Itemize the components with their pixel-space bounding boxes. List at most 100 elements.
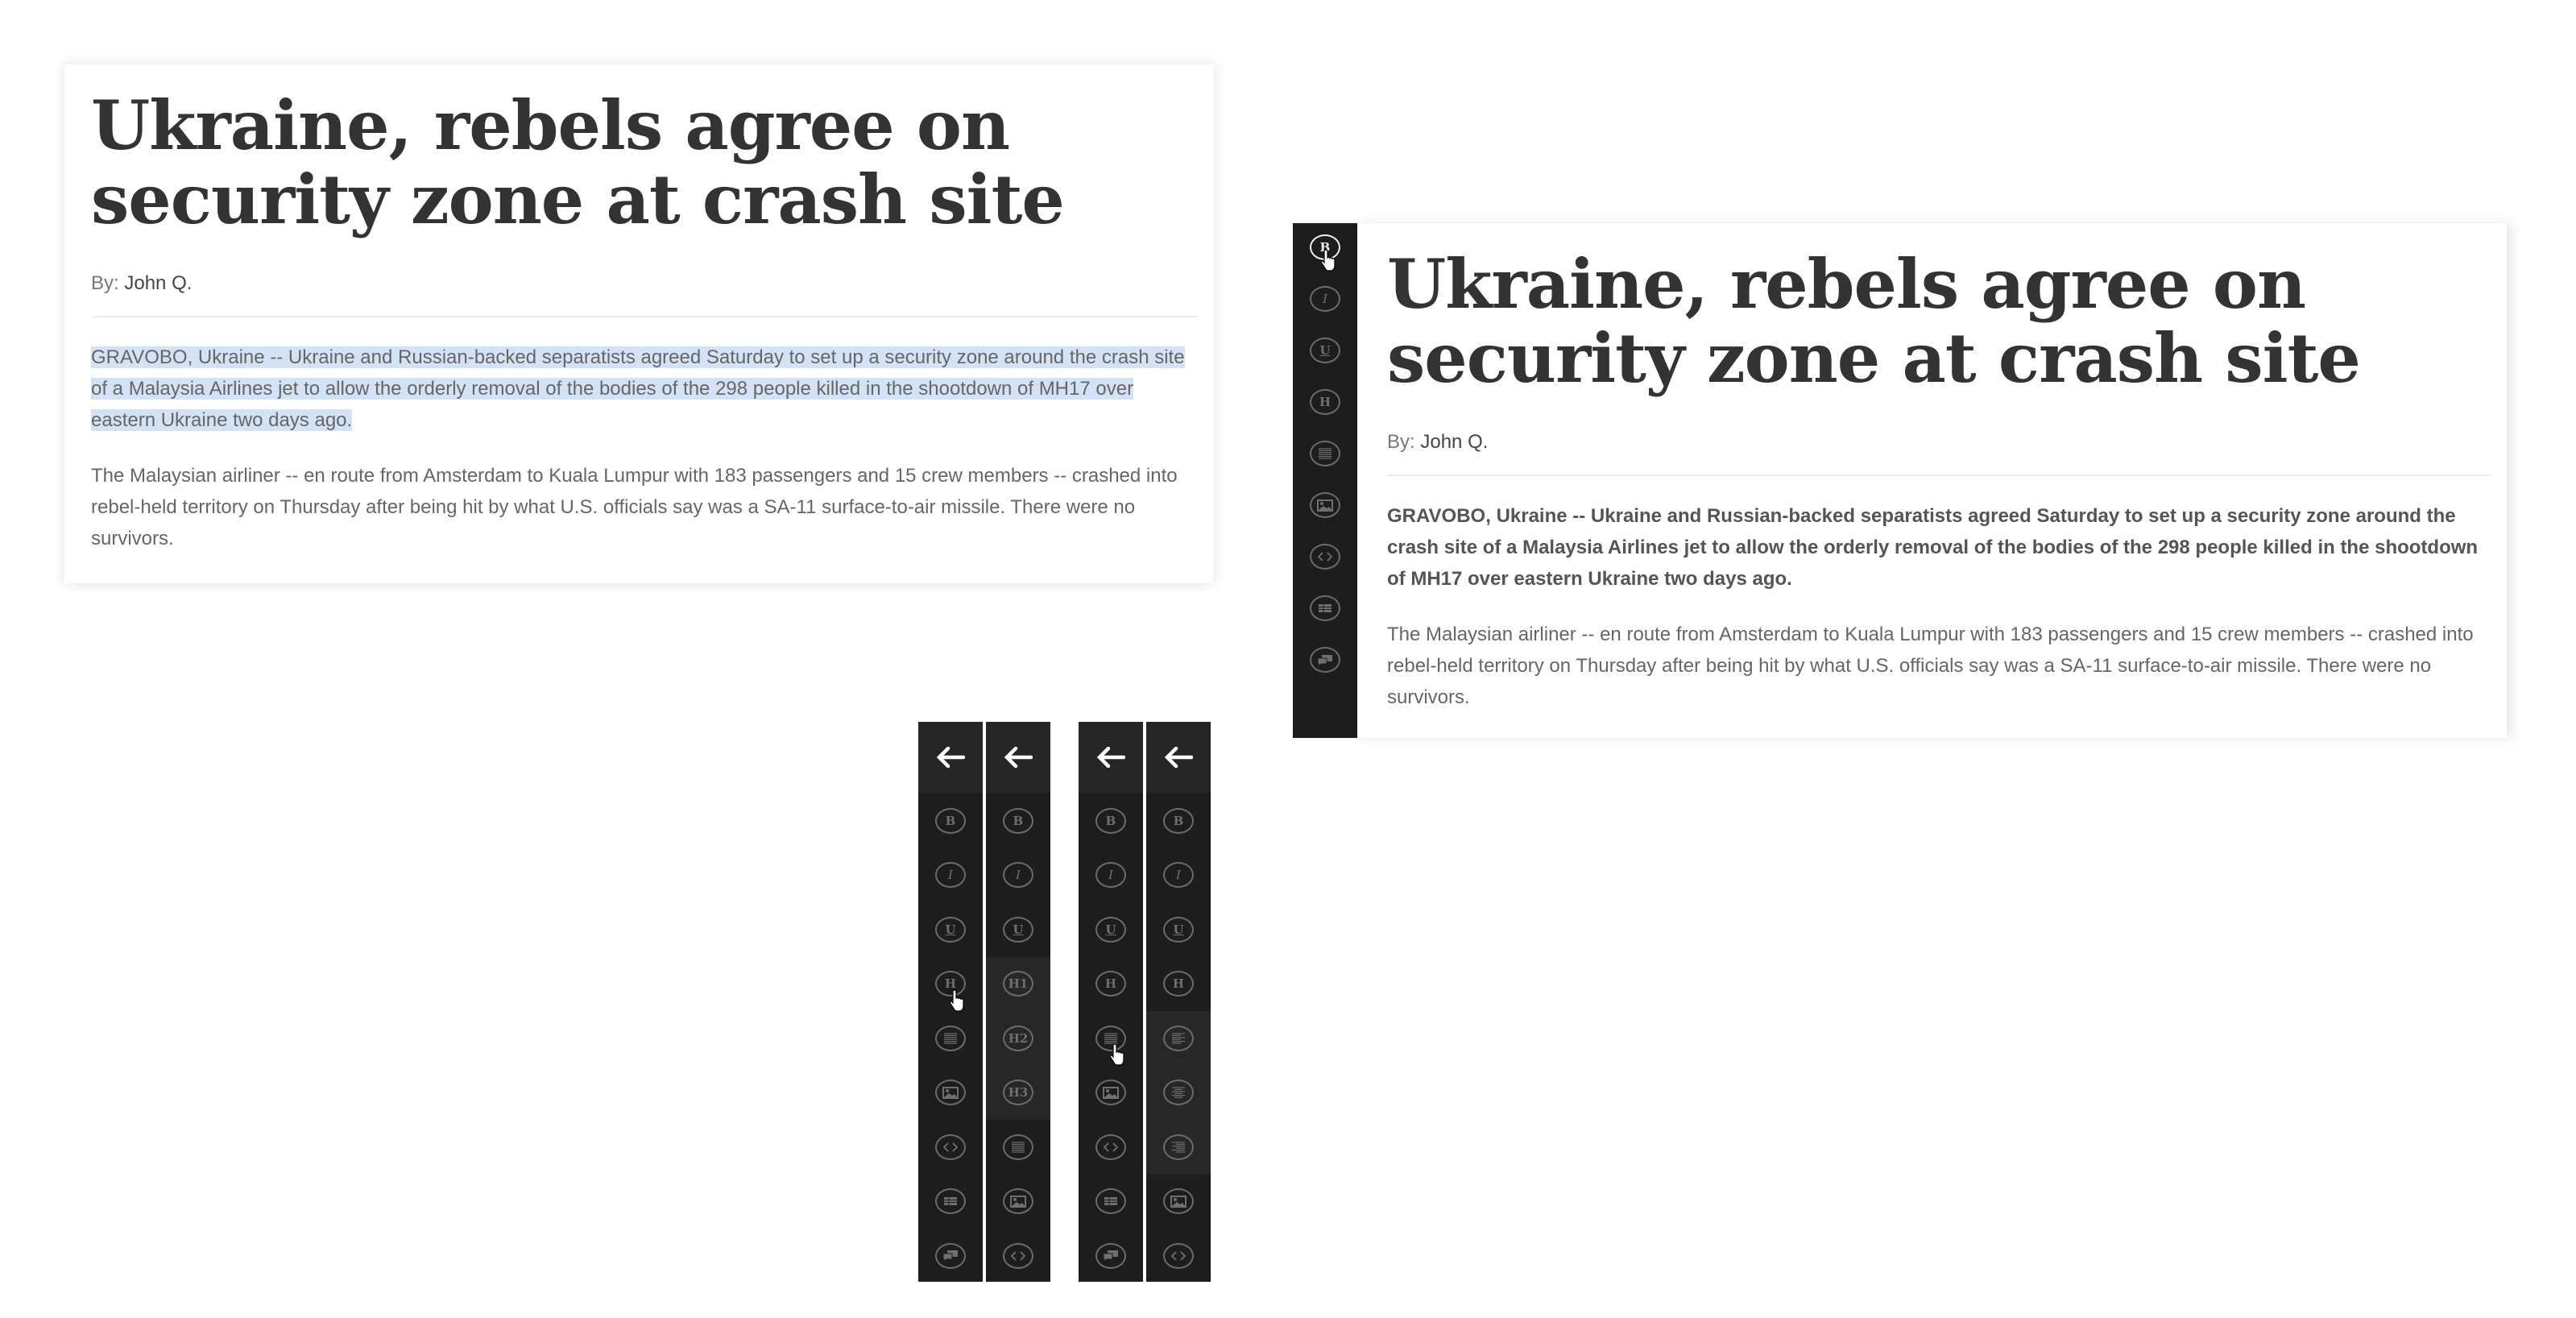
italic-icon[interactable]: I	[1095, 862, 1126, 889]
article-title[interactable]: Ukraine, rebels agree on security zone a…	[91, 85, 1065, 239]
heading-icon[interactable]: H	[1095, 971, 1126, 997]
back-button[interactable]	[1146, 722, 1211, 793]
image-icon[interactable]	[1310, 492, 1340, 518]
underline-icon[interactable]: U	[1310, 338, 1340, 363]
heading-icon[interactable]: H	[935, 971, 966, 997]
author-name[interactable]: John Q.	[1420, 431, 1489, 453]
paragraph-icon[interactable]	[1095, 1025, 1126, 1051]
table-icon[interactable]	[1095, 1188, 1126, 1215]
toolbar-button-h3[interactable]: H3	[986, 1065, 1050, 1120]
comments-icon[interactable]	[935, 1242, 966, 1269]
toolbar-button-code[interactable]	[1079, 1120, 1143, 1175]
toolbar-button-underline[interactable]: U	[1079, 902, 1143, 957]
paragraph-lead[interactable]: GRAVOBO, Ukraine -- Ukraine and Russian-…	[91, 342, 1198, 436]
toolbar-button-h1[interactable]: H1	[986, 956, 1050, 1011]
toolbar-button-image[interactable]	[1079, 1066, 1143, 1121]
heading-icon[interactable]: H	[1163, 971, 1194, 997]
toolbar-button-table[interactable]	[1079, 1175, 1143, 1229]
underline-icon[interactable]: U	[935, 916, 966, 943]
bold-icon[interactable]: B	[1003, 807, 1033, 834]
toolbar-button-underline[interactable]: U	[918, 902, 983, 957]
italic-icon[interactable]: I	[1003, 862, 1033, 889]
article-title[interactable]: Ukraine, rebels agree on security zone a…	[1387, 244, 2361, 398]
toolbar-button-code[interactable]	[986, 1229, 1050, 1283]
heading-icon[interactable]: H	[1310, 389, 1340, 415]
paragraph-body[interactable]: The Malaysian airliner -- en route from …	[91, 465, 1178, 549]
italic-icon[interactable]: I	[1163, 862, 1194, 889]
toolbar-button-italic[interactable]: I	[1079, 848, 1143, 903]
code-icon[interactable]	[1163, 1242, 1194, 1269]
toolbar-button-underline[interactable]: U	[1146, 902, 1211, 957]
toolbar-button-comments[interactable]	[918, 1229, 983, 1283]
image-icon[interactable]	[1163, 1188, 1194, 1215]
align-right-icon[interactable]	[1163, 1134, 1194, 1160]
paragraph-lead-bold[interactable]: GRAVOBO, Ukraine -- Ukraine and Russian-…	[1387, 505, 2479, 590]
table-icon[interactable]	[935, 1188, 966, 1215]
code-icon[interactable]	[1095, 1134, 1126, 1160]
underline-icon[interactable]: U	[1095, 916, 1126, 943]
toolbar-button-paragraph[interactable]	[1293, 428, 1357, 479]
paragraph-icon[interactable]	[1310, 441, 1340, 466]
toolbar-button-italic[interactable]: I	[1146, 848, 1211, 903]
paragraph-body[interactable]: The Malaysian airliner -- en route from …	[1387, 624, 2474, 708]
bold-icon[interactable]: B	[935, 807, 966, 834]
toolbar-button-bold[interactable]: B	[1293, 222, 1357, 273]
toolbar-button-table[interactable]	[918, 1175, 983, 1229]
back-button[interactable]	[986, 722, 1050, 793]
italic-icon[interactable]: I	[1310, 286, 1340, 312]
back-button[interactable]	[1079, 722, 1143, 793]
toolbar-button-h2[interactable]: H2	[986, 1011, 1050, 1066]
image-icon[interactable]	[935, 1080, 966, 1106]
toolbar-button-heading[interactable]: H	[1146, 957, 1211, 1012]
bold-icon[interactable]: B	[1163, 807, 1194, 834]
toolbar-button-bold[interactable]: B	[1079, 794, 1143, 848]
paragraph-icon[interactable]	[1003, 1134, 1033, 1160]
toolbar-button-bold[interactable]: B	[986, 794, 1050, 848]
toolbar-button-underline[interactable]: U	[1293, 325, 1357, 376]
toolbar-button-align-right[interactable]	[1146, 1120, 1211, 1175]
underline-icon[interactable]: U	[1163, 916, 1194, 943]
toolbar-button-code[interactable]	[918, 1120, 983, 1175]
underline-icon[interactable]: U	[1003, 916, 1033, 943]
back-button[interactable]	[918, 722, 983, 793]
toolbar-button-align-center[interactable]	[1146, 1065, 1211, 1120]
toolbar-button-italic[interactable]: I	[1293, 273, 1357, 325]
toolbar-button-align-left[interactable]	[1146, 1011, 1211, 1066]
italic-icon[interactable]: I	[935, 862, 966, 889]
toolbar-button-image[interactable]	[918, 1066, 983, 1121]
h1-icon[interactable]: H1	[1003, 971, 1033, 997]
toolbar-button-bold[interactable]: B	[1146, 794, 1211, 848]
h3-icon[interactable]: H3	[1003, 1080, 1033, 1106]
toolbar-button-underline[interactable]: U	[986, 902, 1050, 957]
align-left-icon[interactable]	[1163, 1025, 1194, 1051]
code-icon[interactable]	[935, 1134, 966, 1160]
toolbar-button-heading[interactable]: H	[1293, 376, 1357, 428]
paragraph-icon[interactable]	[935, 1025, 966, 1051]
toolbar-button-image[interactable]	[1293, 479, 1357, 531]
toolbar-button-code[interactable]	[1293, 531, 1357, 582]
toolbar-button-paragraph[interactable]	[1079, 1011, 1143, 1066]
toolbar-button-image[interactable]	[1146, 1175, 1211, 1229]
author-name[interactable]: John Q.	[124, 272, 193, 294]
code-icon[interactable]	[1310, 544, 1340, 570]
image-icon[interactable]	[1003, 1188, 1033, 1215]
toolbar-button-table[interactable]	[1293, 582, 1357, 634]
toolbar-button-image[interactable]	[986, 1175, 1050, 1229]
toolbar-button-bold[interactable]: B	[918, 794, 983, 848]
table-icon[interactable]	[1310, 595, 1340, 621]
toolbar-button-comments[interactable]	[1079, 1229, 1143, 1283]
code-icon[interactable]	[1003, 1242, 1033, 1269]
toolbar-button-paragraph[interactable]	[918, 1011, 983, 1066]
h2-icon[interactable]: H2	[1003, 1025, 1033, 1051]
comments-icon[interactable]	[1310, 647, 1340, 673]
toolbar-button-heading[interactable]: H	[1079, 957, 1143, 1012]
toolbar-button-comments[interactable]	[1293, 634, 1357, 686]
toolbar-button-code[interactable]	[1146, 1229, 1211, 1283]
toolbar-button-heading[interactable]: H	[918, 957, 983, 1012]
toolbar-button-italic[interactable]: I	[918, 848, 983, 903]
comments-icon[interactable]	[1095, 1242, 1126, 1269]
align-center-icon[interactable]	[1163, 1080, 1194, 1106]
image-icon[interactable]	[1095, 1080, 1126, 1106]
bold-icon[interactable]: B	[1095, 807, 1126, 834]
toolbar-button-italic[interactable]: I	[986, 848, 1050, 903]
